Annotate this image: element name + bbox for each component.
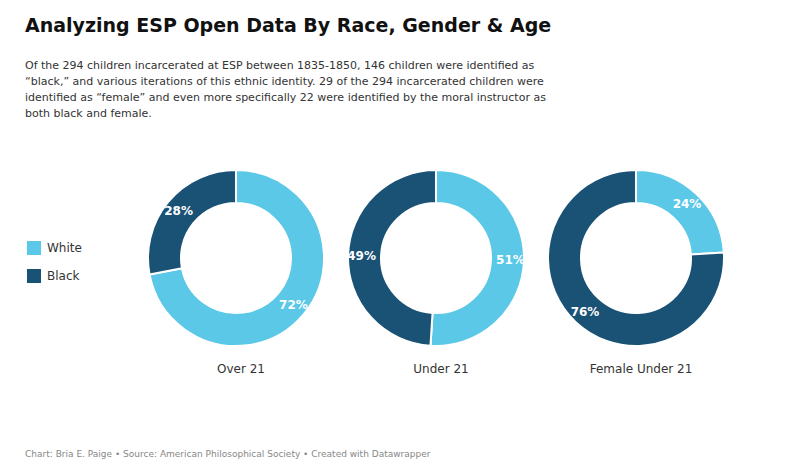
svg-text:24%: 24%: [673, 197, 702, 211]
svg-text:Black: Black: [47, 269, 80, 283]
svg-text:28%: 28%: [164, 204, 193, 218]
svg-text:Analyzing ESP Open Data By Rac: Analyzing ESP Open Data By Race, Gender …: [25, 14, 551, 36]
svg-text:Of the 294 children incarcerat: Of the 294 children incarcerated at ESP …: [25, 59, 535, 72]
svg-text:76%: 76%: [571, 305, 600, 319]
svg-text:both black and female.: both black and female.: [25, 107, 152, 120]
svg-text:Chart: Bria E. Paige • Source:: Chart: Bria E. Paige • Source: American …: [25, 449, 431, 459]
svg-text:72%: 72%: [279, 298, 308, 312]
svg-text:49%: 49%: [347, 249, 376, 263]
svg-text:“black,” and various iteration: “black,” and various iterations of this …: [25, 75, 544, 88]
svg-text:White: White: [47, 241, 82, 255]
svg-text:Under 21: Under 21: [413, 362, 468, 376]
svg-text:identified as “female” and eve: identified as “female” and even more spe…: [25, 91, 546, 104]
svg-text:51%: 51%: [496, 253, 525, 267]
svg-text:Female Under 21: Female Under 21: [590, 362, 693, 376]
svg-text:Over 21: Over 21: [217, 362, 265, 376]
